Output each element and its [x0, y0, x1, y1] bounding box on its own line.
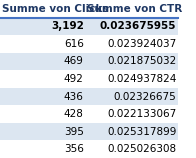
Text: 3,192: 3,192: [51, 21, 84, 31]
Text: 0.024937824: 0.024937824: [107, 74, 176, 84]
Bar: [0, 18, 85, 35]
Text: 395: 395: [64, 127, 84, 137]
Text: 0.02326675: 0.02326675: [114, 91, 176, 102]
Bar: [85, 123, 178, 140]
Bar: [0, 53, 85, 70]
Text: 0.022133067: 0.022133067: [107, 109, 176, 119]
Text: Summe von CTR: Summe von CTR: [87, 4, 183, 14]
Bar: [0, 35, 85, 53]
Bar: [0, 105, 85, 123]
Text: 356: 356: [64, 144, 84, 154]
Text: 0.023675955: 0.023675955: [100, 21, 176, 31]
Bar: [85, 18, 178, 35]
Text: 428: 428: [64, 109, 84, 119]
Bar: [85, 105, 178, 123]
Bar: [85, 53, 178, 70]
Bar: [85, 88, 178, 105]
Bar: [0, 70, 85, 88]
Bar: [0, 123, 85, 140]
Text: 0.025317899: 0.025317899: [107, 127, 176, 137]
Bar: [0, 0, 85, 18]
Text: 0.023924037: 0.023924037: [107, 39, 176, 49]
Text: Summe von Clicks: Summe von Clicks: [2, 4, 108, 14]
Bar: [0, 88, 85, 105]
Text: 492: 492: [64, 74, 84, 84]
Text: 436: 436: [64, 91, 84, 102]
Bar: [85, 140, 178, 158]
Bar: [0, 140, 85, 158]
Text: 0.025026308: 0.025026308: [107, 144, 176, 154]
Bar: [85, 70, 178, 88]
Bar: [85, 0, 178, 18]
Bar: [85, 35, 178, 53]
Text: 469: 469: [64, 56, 84, 67]
Text: 0.021875032: 0.021875032: [107, 56, 176, 67]
Text: 616: 616: [64, 39, 84, 49]
